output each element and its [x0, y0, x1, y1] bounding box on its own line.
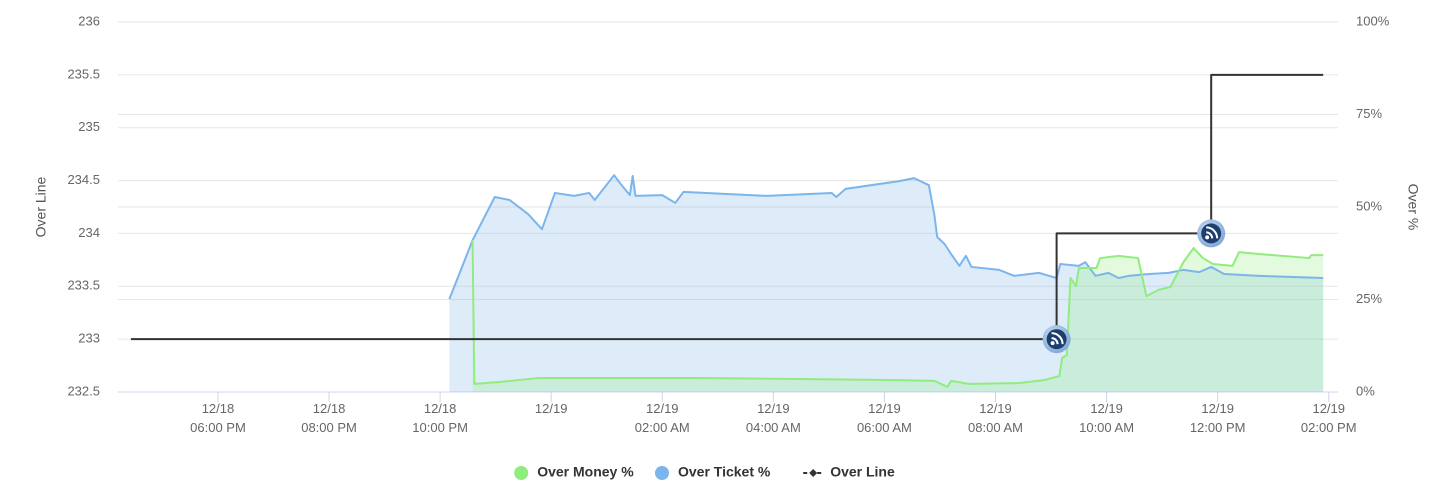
y2-tick-label: 75% — [1356, 106, 1382, 121]
x-tick-label: 12/18 10:00 PM — [412, 401, 468, 435]
series-line — [130, 73, 1324, 341]
legend-item: Over Line — [803, 464, 895, 480]
x-tick-label: 12/19 02:00 PM — [1301, 401, 1357, 435]
legend-symbol — [514, 466, 529, 480]
area — [472, 240, 1324, 392]
x-tick-label: 12/19 — [535, 401, 568, 416]
x-tick-label: 12/18 08:00 PM — [301, 401, 357, 435]
series-line — [471, 240, 1324, 388]
y-tick-label: 234.5 — [67, 172, 100, 187]
x-tick-label: 12/19 10:00 AM — [1079, 401, 1134, 435]
y-tick-label: 233.5 — [67, 278, 100, 293]
legend-symbol — [809, 469, 818, 477]
y2-tick-label: 0% — [1356, 383, 1375, 398]
icon-arc — [1051, 332, 1064, 345]
x-tick-label: 12/19 02:00 AM — [635, 401, 690, 435]
legend-item: Over Money % — [514, 464, 634, 480]
series-line — [448, 174, 1324, 300]
x-tick-label: 12/19 06:00 AM — [857, 401, 912, 435]
icon-inner — [1201, 223, 1222, 244]
legend-symbol — [655, 466, 669, 480]
icon-inner — [1046, 329, 1067, 350]
y2-tick-label: 25% — [1356, 291, 1382, 306]
y2-tick-label: 100% — [1356, 13, 1390, 28]
legend-label: Over Money % — [537, 464, 634, 480]
y-tick-label: 232.5 — [67, 383, 100, 398]
legend-item: Over Ticket % — [655, 464, 771, 480]
y2-axis-title: Over % — [1405, 184, 1421, 231]
icon-dot — [1050, 341, 1055, 346]
y2-tick-label: 50% — [1356, 198, 1382, 213]
icon-arc — [1051, 337, 1059, 345]
legend-label: Over Ticket % — [678, 464, 771, 480]
y-tick-label: 235.5 — [67, 66, 100, 81]
x-tick-label: 12/19 12:00 PM — [1190, 401, 1246, 435]
y-tick-label: 236 — [78, 13, 100, 28]
y-tick-label: 235 — [78, 119, 100, 134]
icon-dot — [1205, 235, 1210, 240]
icon-arc — [1206, 226, 1219, 239]
icon-arc — [1206, 231, 1214, 239]
x-tick-label: 12/18 06:00 PM — [190, 401, 246, 435]
line-change-icon — [1042, 325, 1071, 354]
y-axis-title: Over Line — [33, 176, 49, 237]
area — [449, 175, 1324, 392]
x-tick-label: 12/19 04:00 AM — [746, 401, 801, 435]
y-tick-label: 233 — [78, 331, 100, 346]
x-tick-label: 12/19 08:00 AM — [968, 401, 1023, 435]
line-change-icon — [1197, 219, 1226, 248]
y-tick-label: 234 — [78, 225, 100, 240]
legend-label: Over Line — [830, 464, 895, 480]
